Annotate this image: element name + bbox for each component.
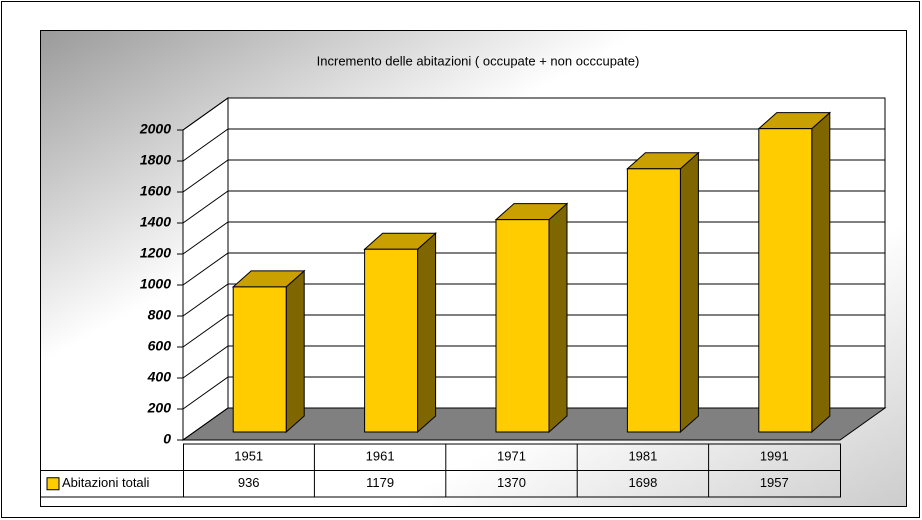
y-tick-label: 1800 bbox=[140, 152, 171, 168]
legend-label: Abitazioni totali bbox=[62, 475, 150, 490]
y-tick-label: 600 bbox=[148, 338, 172, 354]
table-value: 1957 bbox=[760, 475, 789, 490]
bar-side bbox=[811, 111, 831, 434]
y-tick-label: 200 bbox=[147, 400, 172, 416]
bar-side bbox=[417, 232, 437, 434]
y-tick-label: 1000 bbox=[140, 276, 171, 292]
x-tick-label: 1981 bbox=[628, 449, 657, 464]
y-tick-label: 800 bbox=[148, 307, 172, 323]
y-tick-label: 400 bbox=[147, 369, 172, 385]
chart-title: Incremento delle abitazioni ( occupate +… bbox=[317, 53, 640, 68]
table-value: 1179 bbox=[366, 475, 394, 490]
bar bbox=[232, 286, 287, 433]
bar bbox=[626, 168, 681, 433]
bar bbox=[495, 219, 550, 433]
legend-key bbox=[46, 477, 60, 491]
table-value: 1370 bbox=[497, 475, 526, 490]
y-tick-label: 1200 bbox=[140, 245, 171, 261]
y-tick-label: 2000 bbox=[139, 121, 171, 137]
table-value: 936 bbox=[238, 475, 260, 490]
x-tick-label: 1961 bbox=[366, 449, 395, 464]
grid-line bbox=[182, 97, 885, 131]
bar-side bbox=[285, 269, 305, 434]
y-tick-label: 0 bbox=[163, 431, 171, 447]
y-tick-label: 1400 bbox=[140, 214, 171, 230]
x-tick-label: 1971 bbox=[497, 449, 526, 464]
grid-line bbox=[182, 128, 885, 162]
bar-side bbox=[679, 151, 699, 434]
bar-side bbox=[548, 202, 568, 434]
x-tick-label: 1951 bbox=[234, 449, 263, 464]
y-tick-label: 1600 bbox=[140, 183, 171, 199]
bar bbox=[758, 128, 813, 433]
bar bbox=[364, 248, 419, 433]
x-tick-label: 1991 bbox=[760, 449, 789, 464]
table-value: 1698 bbox=[628, 475, 657, 490]
